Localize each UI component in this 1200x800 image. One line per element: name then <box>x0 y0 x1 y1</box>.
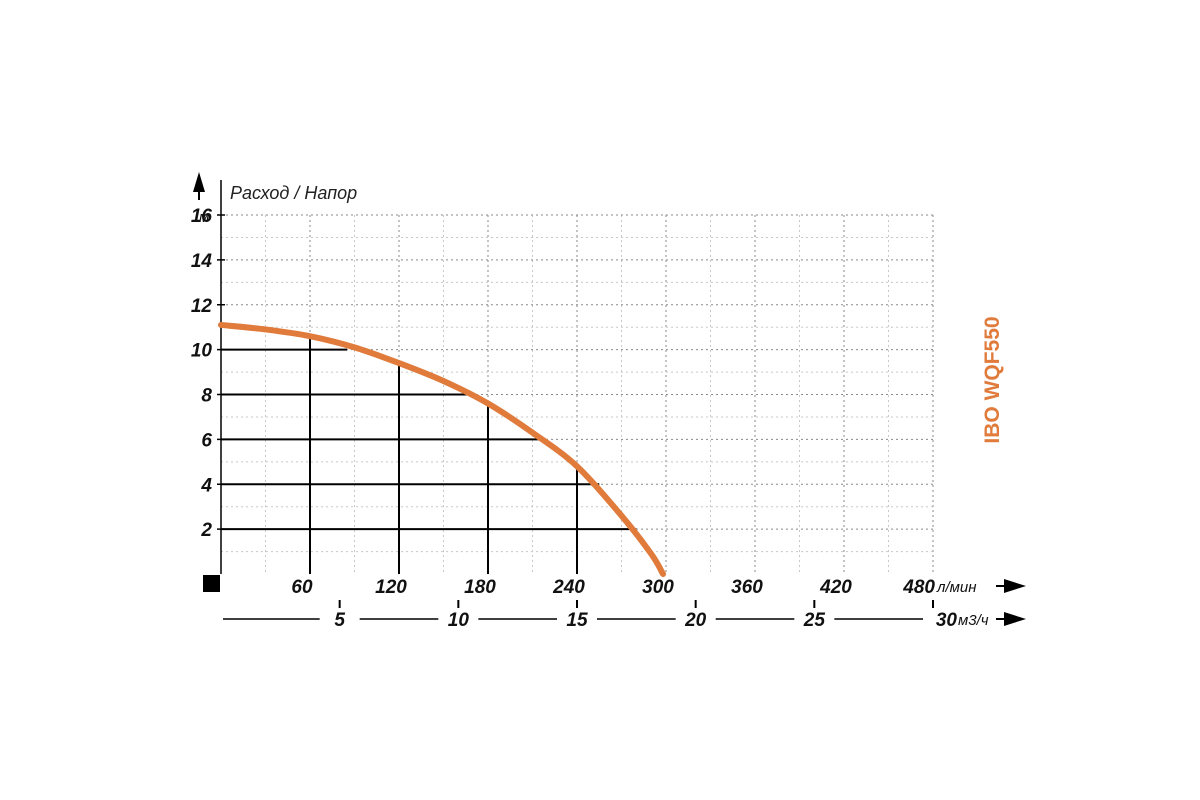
y-tick-label: 16 <box>191 206 213 227</box>
x2-tick-label: 20 <box>684 610 707 631</box>
x2-axis-arrow-icon <box>1004 612 1026 626</box>
x-tick-label: 240 <box>552 577 585 598</box>
x2-tick-label: 15 <box>566 610 588 631</box>
x2-tick-label: 30 <box>936 610 958 631</box>
x2-tick-label: 25 <box>803 610 826 631</box>
labels: Расход / Напор IBO WQF550 <box>230 183 1004 444</box>
y-tick-label: 8 <box>201 386 212 407</box>
y-tick-label: 6 <box>201 430 212 451</box>
x-axis-arrow-icon <box>1004 579 1026 593</box>
x-unit-label: л/мин <box>936 579 977 596</box>
chart-title: Расход / Напор <box>230 183 357 203</box>
x-tick-label: 480 <box>902 577 935 598</box>
x2-tick-label: 10 <box>448 610 470 631</box>
y-tick-label: 12 <box>191 296 213 317</box>
x2-tick-label: 5 <box>334 610 345 631</box>
performance-curve <box>218 321 667 577</box>
model-label: IBO WQF550 <box>981 316 1004 443</box>
y-tick-label: 10 <box>191 341 213 362</box>
y-axis-arrow-icon <box>193 172 205 192</box>
x-tick-label: 60 <box>291 577 313 598</box>
x2-unit-label: м3/ч <box>958 612 989 629</box>
y-tick-label: 14 <box>191 251 213 272</box>
x-tick-label: 360 <box>731 577 763 598</box>
reference-lines <box>221 336 637 574</box>
performance-curve-layer <box>218 321 667 577</box>
x-tick-label: 420 <box>819 577 852 598</box>
origin-square-icon <box>203 575 220 592</box>
x-tick-label: 180 <box>464 577 496 598</box>
y-unit-label: м <box>199 209 209 226</box>
x-tick-label: 300 <box>642 577 674 598</box>
x-tick-label: 120 <box>375 577 407 598</box>
axes: 2 4 6 8 10 12 14 16м 60 120 180 240 300 360 420 480 л/ми… <box>191 172 1026 631</box>
y-tick-label: 2 <box>200 520 212 541</box>
y-tick-label: 4 <box>200 475 212 496</box>
